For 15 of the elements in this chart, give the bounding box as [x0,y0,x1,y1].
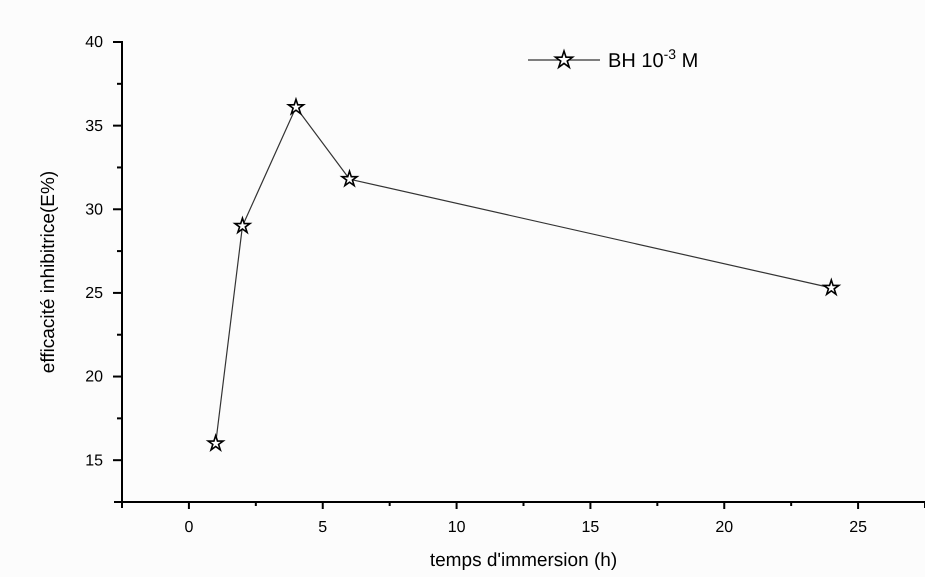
y-tick-label: 15 [85,452,104,470]
x-tick-label: 20 [715,518,734,536]
y-tick-label: 35 [85,118,104,135]
x-tick-label: 0 [184,518,194,536]
x-tick-label: 15 [582,518,600,536]
y-axis-title: efficacité inhibitrice(E%) [38,170,59,374]
y-tick-label: 25 [85,285,104,302]
x-axis-title: temps d'immersion (h) [430,550,618,571]
y-tick-label: 20 [85,368,104,386]
y-tick-label: 40 [85,34,104,52]
x-tick-label: 25 [849,518,868,536]
legend-label: BH 10$^{-3}$ M [608,46,698,72]
y-tick-label: 30 [85,201,104,218]
x-tick-label: 5 [318,518,328,536]
x-tick-label: 10 [448,518,466,536]
